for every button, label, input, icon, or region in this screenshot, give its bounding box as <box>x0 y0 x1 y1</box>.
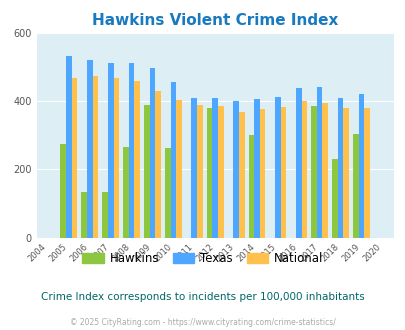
Bar <box>113 78 119 238</box>
Bar <box>337 98 343 238</box>
Bar <box>301 101 307 238</box>
Bar <box>196 105 202 238</box>
Bar <box>248 135 254 238</box>
Bar <box>206 108 212 238</box>
Bar <box>331 159 337 238</box>
Bar <box>238 112 244 238</box>
Bar <box>92 76 98 238</box>
Bar <box>233 101 238 238</box>
Bar <box>164 148 170 238</box>
Text: © 2025 CityRating.com - https://www.cityrating.com/crime-statistics/: © 2025 CityRating.com - https://www.city… <box>70 318 335 327</box>
Bar <box>259 109 265 238</box>
Bar <box>212 98 217 238</box>
Bar <box>358 94 363 238</box>
Bar <box>310 106 316 238</box>
Bar <box>87 60 92 238</box>
Bar <box>134 82 140 238</box>
Bar <box>102 192 108 238</box>
Bar <box>280 107 286 238</box>
Title: Hawkins Violent Crime Index: Hawkins Violent Crime Index <box>92 13 337 28</box>
Bar <box>191 98 196 238</box>
Bar <box>66 56 72 238</box>
Bar <box>363 108 369 238</box>
Bar <box>128 63 134 238</box>
Bar <box>217 106 223 238</box>
Bar <box>155 91 160 238</box>
Bar <box>274 97 280 238</box>
Legend: Hawkins, Texas, National: Hawkins, Texas, National <box>79 248 326 269</box>
Bar <box>170 82 176 238</box>
Bar <box>316 87 322 238</box>
Bar <box>144 105 149 238</box>
Bar <box>295 88 301 238</box>
Bar <box>60 144 66 238</box>
Bar <box>254 99 259 238</box>
Text: Crime Index corresponds to incidents per 100,000 inhabitants: Crime Index corresponds to incidents per… <box>41 292 364 302</box>
Bar <box>176 100 181 238</box>
Bar <box>108 63 113 238</box>
Bar <box>352 134 358 238</box>
Bar <box>322 103 327 238</box>
Bar <box>81 191 87 238</box>
Bar <box>72 78 77 238</box>
Bar <box>343 108 348 238</box>
Bar <box>149 68 155 238</box>
Bar <box>123 147 128 238</box>
